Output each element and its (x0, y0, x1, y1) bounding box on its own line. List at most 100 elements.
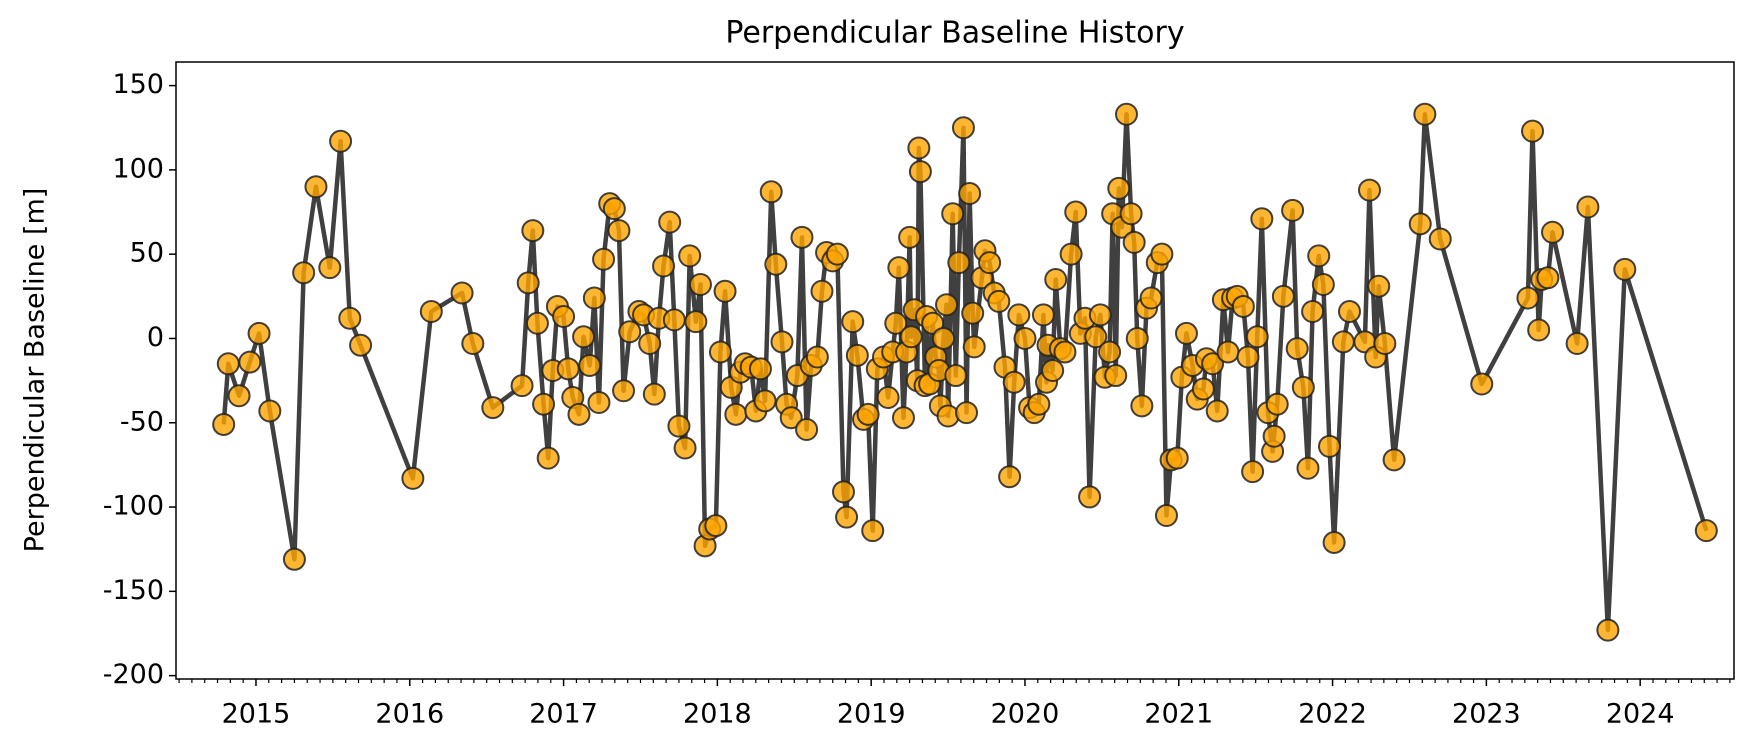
data-point (841, 310, 865, 334)
data-point (1107, 176, 1131, 200)
data-point (898, 225, 922, 249)
data-point (779, 406, 803, 430)
data-point (1130, 394, 1154, 418)
y-tick-label: 150 (112, 69, 164, 100)
data-point (708, 340, 732, 364)
data-point (941, 202, 965, 226)
data-point (602, 197, 626, 221)
x-tick-label: 2017 (529, 699, 598, 730)
data-point (1191, 377, 1215, 401)
data-point (1084, 325, 1108, 349)
data-point (955, 401, 979, 425)
data-point (891, 406, 915, 430)
data-point (790, 225, 814, 249)
data-point (958, 181, 982, 205)
data-point (1331, 330, 1355, 354)
data-point (1694, 519, 1718, 543)
data-point (658, 210, 682, 234)
y-tick-label: -100 (103, 491, 164, 522)
data-point (578, 353, 602, 377)
data-point (618, 320, 642, 344)
data-point (1428, 227, 1452, 251)
data-point (1301, 299, 1325, 323)
data-point (258, 399, 282, 423)
x-tick-label: 2016 (375, 699, 444, 730)
data-point (612, 379, 636, 403)
x-tick-label: 2020 (991, 699, 1060, 730)
data-point (1041, 359, 1065, 382)
data-point (713, 279, 737, 303)
data-point (1125, 326, 1149, 350)
data-point (1098, 340, 1122, 364)
data-point (1216, 340, 1240, 364)
x-tick-label: 2021 (1144, 699, 1213, 730)
data-point (936, 404, 960, 428)
data-point (282, 547, 306, 571)
data-point (556, 357, 580, 381)
data-point (770, 330, 794, 354)
data-point (552, 305, 576, 329)
y-tick-label: 50 (130, 238, 164, 269)
data-point (1541, 220, 1565, 244)
data-point (510, 374, 534, 398)
data-point (450, 281, 474, 305)
x-tick-label: 2022 (1298, 699, 1367, 730)
data-point (724, 402, 748, 426)
data-point (532, 392, 556, 416)
data-point (825, 242, 849, 266)
data-point (951, 116, 975, 140)
data-point (401, 466, 425, 490)
data-point (1031, 303, 1055, 327)
data-point (662, 308, 686, 332)
data-point (1174, 321, 1198, 345)
data-point (1231, 294, 1255, 318)
data-point (1119, 202, 1143, 226)
data-point (1307, 244, 1331, 268)
data-point (1150, 242, 1174, 266)
plot-frame (175, 61, 1735, 680)
data-point (1322, 530, 1346, 554)
data-point (684, 310, 708, 334)
data-point (1613, 257, 1637, 281)
data-point (688, 273, 712, 297)
data-point (856, 402, 880, 426)
data-point (521, 219, 545, 243)
data-point (908, 160, 932, 184)
data-point (238, 350, 262, 374)
data-point (1088, 303, 1112, 327)
data-point (1318, 434, 1342, 458)
data-point (1044, 267, 1068, 291)
data-point (748, 357, 772, 381)
chart-title: Perpendicular Baseline History (725, 16, 1184, 51)
data-point (678, 244, 702, 268)
data-point (1064, 200, 1088, 224)
data-point (1521, 119, 1545, 143)
data-point (1470, 372, 1494, 396)
data-point (318, 256, 342, 280)
data-point (835, 505, 859, 529)
data-point (1245, 325, 1269, 349)
data-point (1154, 503, 1178, 527)
data-point (831, 480, 855, 504)
data-point (1367, 274, 1391, 298)
data-point (1285, 337, 1309, 361)
data-point (216, 352, 240, 376)
data-point (1536, 266, 1560, 290)
data-point (304, 175, 328, 199)
data-point (1281, 198, 1305, 222)
y-tick-label: -150 (103, 575, 164, 606)
data-point (227, 384, 251, 408)
y-tick-label: -50 (120, 406, 164, 437)
data-point (1027, 392, 1051, 416)
data-point (845, 343, 869, 367)
data-point (704, 514, 728, 538)
data-point (642, 382, 666, 406)
data-point (1408, 212, 1432, 236)
data-point (1337, 299, 1361, 323)
data-point (1265, 392, 1289, 416)
data-point (525, 311, 549, 335)
data-point (1250, 207, 1274, 231)
data-point (1236, 345, 1260, 369)
data-point (667, 414, 691, 438)
